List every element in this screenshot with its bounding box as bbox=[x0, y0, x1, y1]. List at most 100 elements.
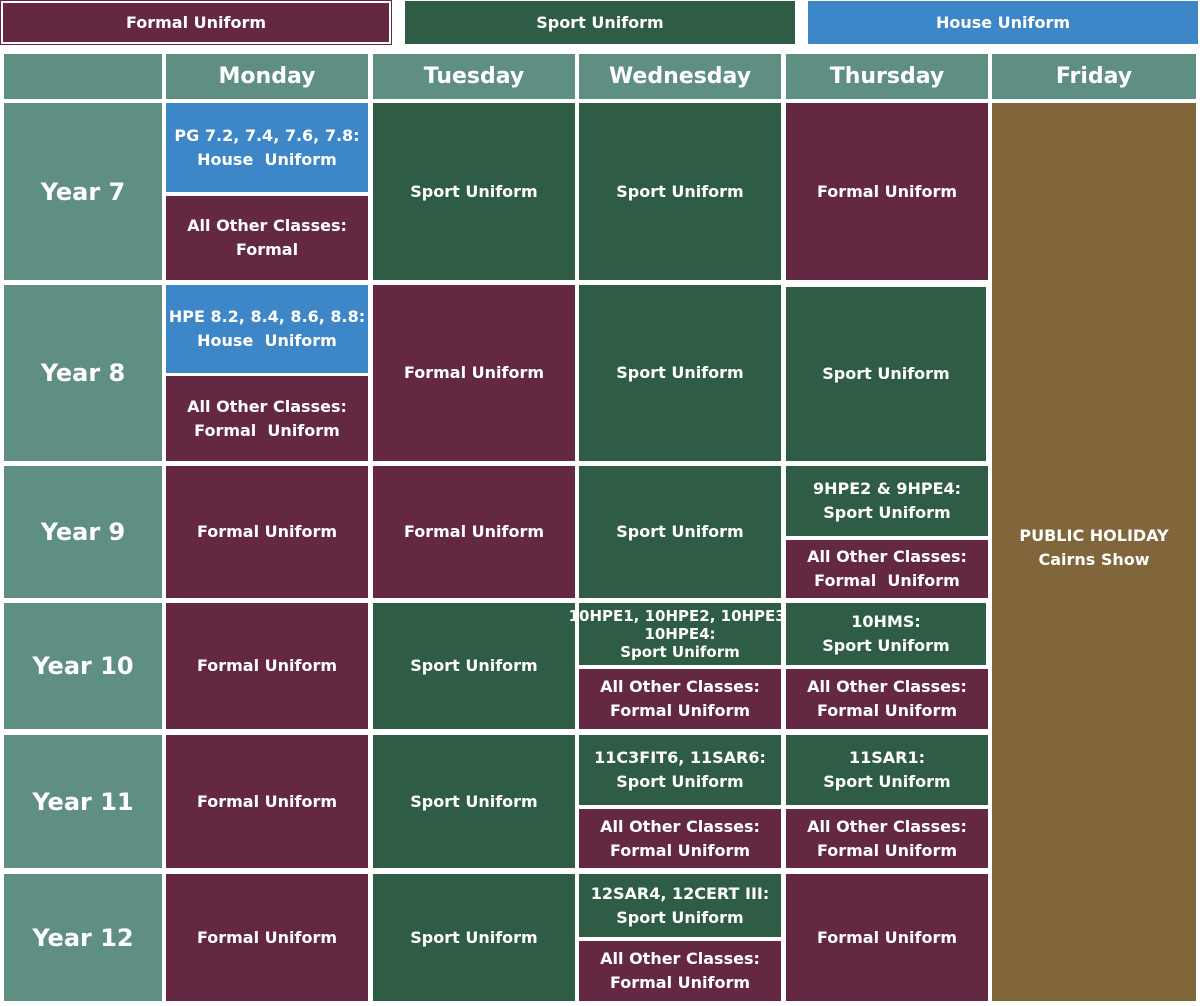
y8-monday-formal-cell: All Other Classes: Formal Uniform bbox=[166, 376, 368, 461]
year-7-header: Year 7 bbox=[4, 103, 162, 280]
y10-thursday-sport-cell: 10HMS: Sport Uniform bbox=[786, 603, 986, 665]
y12-thursday-cell: Formal Uniform bbox=[786, 874, 988, 1001]
cell-line: Sport Uniform bbox=[822, 636, 950, 655]
cell-text: Sport Uniform bbox=[410, 181, 538, 201]
year-label: Year 12 bbox=[32, 923, 134, 952]
y9-thursday-sport-cell: 9HPE2 & 9HPE4: Sport Uniform bbox=[786, 466, 988, 536]
y10-tuesday-cell: Sport Uniform bbox=[373, 603, 575, 729]
cell-line: HPE 8.2, 8.4, 8.6, 8.8: bbox=[168, 307, 366, 326]
cell-line: 11SAR1: bbox=[848, 748, 926, 767]
y11-wednesday-formal-cell: All Other Classes: Formal Uniform bbox=[579, 809, 781, 868]
y12-wednesday-formal-cell: All Other Classes: Formal Uniform bbox=[579, 941, 781, 1001]
y10-monday-cell: Formal Uniform bbox=[166, 603, 368, 729]
cell-line: Formal Uniform bbox=[814, 571, 960, 590]
cell-text: Sport Uniform bbox=[410, 791, 538, 811]
cell-line: All Other Classes: bbox=[187, 216, 347, 235]
y8-wednesday-cell: Sport Uniform bbox=[579, 285, 781, 461]
day-label: Monday bbox=[218, 63, 316, 89]
y9-tuesday-cell: Formal Uniform bbox=[373, 466, 575, 598]
cell-line: PG 7.2, 7.4, 7.6, 7.8: bbox=[174, 125, 360, 145]
cell-text: Formal Uniform bbox=[196, 927, 338, 947]
y12-monday-cell: Formal Uniform bbox=[166, 874, 368, 1001]
cell-text: Formal Uniform bbox=[403, 363, 545, 382]
cell-line: All Other Classes: bbox=[600, 677, 760, 696]
cell-text: Sport Uniform bbox=[822, 364, 950, 383]
y7-wednesday-cell: Sport Uniform bbox=[579, 103, 781, 280]
header-monday: Monday bbox=[166, 54, 368, 99]
cell-line: House Uniform bbox=[197, 149, 337, 169]
cell-line: 11C3FIT6, 11SAR6: bbox=[594, 748, 766, 767]
header-tuesday: Tuesday bbox=[373, 54, 575, 99]
cell-line: Formal Uniform bbox=[816, 840, 958, 860]
legend-sport-label: Sport Uniform bbox=[536, 12, 664, 32]
y10-wednesday-sport-cell: 10HPE1, 10HPE2, 10HPE3, 10HPE4: Sport Un… bbox=[569, 603, 791, 665]
year-10-header: Year 10 bbox=[4, 603, 162, 729]
cell-line: Sport Uniform bbox=[620, 643, 740, 661]
cell-text: Sport Uniform bbox=[616, 363, 744, 382]
cell-line: Formal Uniform bbox=[609, 973, 751, 992]
year-12-header: Year 12 bbox=[4, 874, 162, 1001]
cell-line: Formal Uniform bbox=[609, 840, 751, 860]
y7-monday-house-cell: PG 7.2, 7.4, 7.6, 7.8: House Uniform bbox=[166, 103, 368, 192]
y8-thursday-cell: Sport Uniform bbox=[786, 287, 986, 461]
cell-line: 12SAR4, 12CERT III: bbox=[590, 883, 770, 903]
cell-text: Sport Uniform bbox=[616, 522, 744, 541]
y10-thursday-formal-cell: All Other Classes: Formal Uniform bbox=[786, 669, 988, 729]
day-label: Thursday bbox=[829, 63, 945, 89]
header-friday: Friday bbox=[992, 54, 1196, 99]
header-wednesday: Wednesday bbox=[579, 54, 781, 99]
legend-formal-label: Formal Uniform bbox=[125, 12, 267, 32]
cell-text: Formal Uniform bbox=[196, 791, 338, 811]
cell-text: Sport Uniform bbox=[410, 656, 538, 675]
cell-line: House Uniform bbox=[197, 331, 337, 350]
y10-wednesday-formal-cell: All Other Classes: Formal Uniform bbox=[579, 669, 781, 729]
header-thursday: Thursday bbox=[786, 54, 988, 99]
legend-house: House Uniform bbox=[808, 1, 1198, 44]
cell-line: 10HPE1, 10HPE2, 10HPE3, bbox=[568, 607, 792, 625]
cell-line: All Other Classes: bbox=[807, 677, 967, 696]
cell-line: All Other Classes: bbox=[807, 816, 967, 836]
year-label: Year 10 bbox=[32, 652, 134, 680]
cell-line: Formal Uniform bbox=[194, 420, 340, 440]
y8-tuesday-cell: Formal Uniform bbox=[373, 285, 575, 461]
year-label: Year 11 bbox=[32, 787, 134, 816]
cell-line: Formal Uniform bbox=[816, 701, 958, 720]
y11-monday-cell: Formal Uniform bbox=[166, 735, 368, 868]
cell-line: All Other Classes: bbox=[600, 816, 760, 836]
year-label: Year 7 bbox=[40, 177, 126, 206]
day-label: Friday bbox=[1055, 63, 1133, 89]
year-8-header: Year 8 bbox=[4, 285, 162, 461]
year-label: Year 9 bbox=[40, 518, 126, 546]
cell-line: 10HMS: bbox=[851, 612, 921, 631]
y12-tuesday-cell: Sport Uniform bbox=[373, 874, 575, 1001]
cell-line: Sport Uniform bbox=[823, 503, 951, 522]
y11-wednesday-sport-cell: 11C3FIT6, 11SAR6: Sport Uniform bbox=[579, 735, 781, 805]
cell-line: Formal bbox=[235, 240, 299, 259]
cell-text: Formal Uniform bbox=[403, 522, 545, 541]
y11-thursday-formal-cell: All Other Classes: Formal Uniform bbox=[786, 809, 988, 868]
y12-wednesday-sport-cell: 12SAR4, 12CERT III: Sport Uniform bbox=[579, 874, 781, 937]
cell-text: Formal Uniform bbox=[196, 522, 338, 541]
y7-tuesday-cell: Sport Uniform bbox=[373, 103, 575, 280]
y11-thursday-sport-cell: 11SAR1: Sport Uniform bbox=[786, 735, 988, 805]
cell-line: 9HPE2 & 9HPE4: bbox=[812, 479, 962, 498]
cell-line: Sport Uniform bbox=[616, 907, 744, 927]
cell-text: Formal Uniform bbox=[816, 181, 958, 201]
cell-text: Formal Uniform bbox=[196, 656, 338, 675]
holiday-title: PUBLIC HOLIDAY bbox=[1019, 526, 1169, 545]
y9-wednesday-cell: Sport Uniform bbox=[579, 466, 781, 598]
year-label: Year 8 bbox=[40, 359, 126, 387]
legend-house-label: House Uniform bbox=[935, 12, 1071, 32]
y9-monday-cell: Formal Uniform bbox=[166, 466, 368, 598]
y8-monday-house-cell: HPE 8.2, 8.4, 8.6, 8.8: House Uniform bbox=[166, 285, 368, 373]
cell-line: Sport Uniform bbox=[616, 772, 744, 791]
legend-sport: Sport Uniform bbox=[405, 1, 795, 44]
cell-line: All Other Classes: bbox=[600, 949, 760, 968]
cell-text: Sport Uniform bbox=[616, 181, 744, 201]
cell-line: Sport Uniform bbox=[823, 772, 951, 791]
day-label: Wednesday bbox=[608, 63, 752, 89]
holiday-subtitle: Cairns Show bbox=[1038, 550, 1150, 569]
cell-line: All Other Classes: bbox=[807, 547, 967, 566]
y9-thursday-formal-cell: All Other Classes: Formal Uniform bbox=[786, 540, 988, 598]
cell-text: Sport Uniform bbox=[410, 927, 538, 947]
